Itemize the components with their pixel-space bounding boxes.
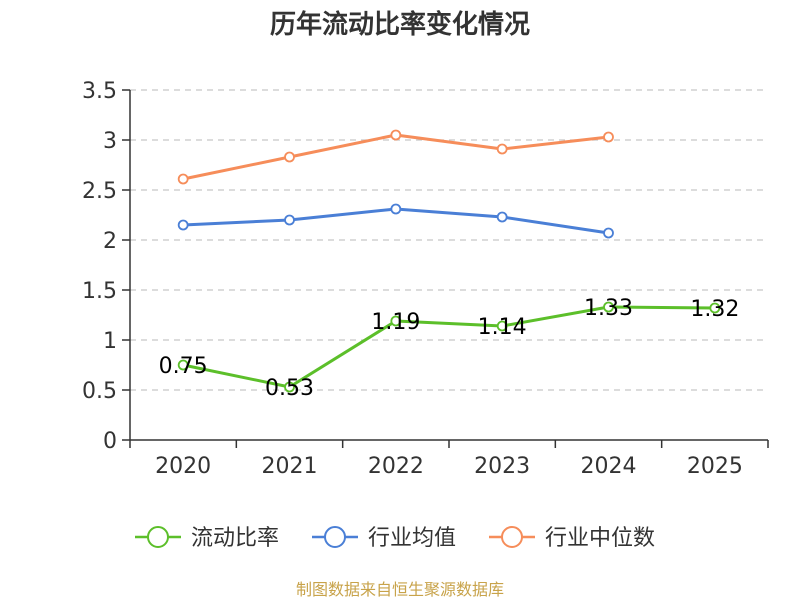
y-tick-label: 3 [103,129,117,154]
y-tick-label: 0 [103,429,117,454]
x-tick-label: 2023 [474,454,530,479]
data-point[interactable] [284,214,295,226]
data-point[interactable] [390,315,402,327]
x-tick-label: 2024 [581,454,637,479]
y-tick-label: 2 [103,229,117,254]
data-label: 1.19 [371,310,420,335]
y-tick-label: 1.5 [82,279,117,304]
data-point[interactable] [496,320,508,332]
grid-lines [130,89,768,391]
data-label: 1.33 [584,296,633,321]
data-point[interactable] [709,302,721,314]
legend-marker [501,526,523,548]
data-labels: 0.75 0.53 1.19 1.14 1.33 1.32 [159,296,740,401]
series-line-2 [182,133,609,181]
legend-label: 流动比率 [191,526,279,551]
y-tick-label: 1 [103,329,117,354]
y-tick-label: 0.5 [82,379,117,404]
series-group [177,129,721,393]
legend-item-0[interactable]: 流动比率 [135,526,279,551]
data-point[interactable] [603,131,614,143]
data-point[interactable] [603,227,614,239]
legend[interactable]: 流动比率 行业均值 行业中位数 [135,526,655,551]
source-note: 制图数据来自恒生聚源数据库 [296,580,504,599]
axes [122,89,769,448]
data-label: 1.14 [478,315,527,340]
data-label: 1.32 [690,297,739,322]
legend-item-2[interactable]: 行业中位数 [489,526,655,551]
data-point[interactable] [496,211,508,223]
data-label: 0.53 [265,376,314,401]
legend-label: 行业均值 [368,526,456,551]
legend-label: 行业中位数 [545,526,655,551]
data-label: 0.75 [159,354,208,379]
data-point[interactable] [496,143,508,155]
y-tick-label: 3.5 [82,79,117,104]
y-tick-label: 2.5 [82,179,117,204]
data-point[interactable] [390,203,402,215]
tick-labels: 0 0.5 1 1.5 2 2.5 3 3.5 2020 2021 2022 2023 2024 2025 [82,79,743,479]
x-tick-label: 2021 [262,454,318,479]
data-point[interactable] [284,151,295,163]
data-point[interactable] [177,219,189,231]
data-point[interactable] [603,301,614,313]
chart-title: 历年流动比率变化情况 [270,9,530,40]
data-point[interactable] [177,359,189,371]
data-point[interactable] [390,129,402,141]
data-point[interactable] [177,173,189,185]
data-point[interactable] [284,381,295,393]
legend-item-1[interactable]: 行业均值 [312,526,456,551]
series-line-0 [182,305,715,389]
x-tick-label: 2025 [687,454,743,479]
legend-marker [324,526,346,548]
x-tick-label: 2022 [368,454,424,479]
x-tick-label: 2020 [155,454,211,479]
legend-marker [147,526,169,548]
